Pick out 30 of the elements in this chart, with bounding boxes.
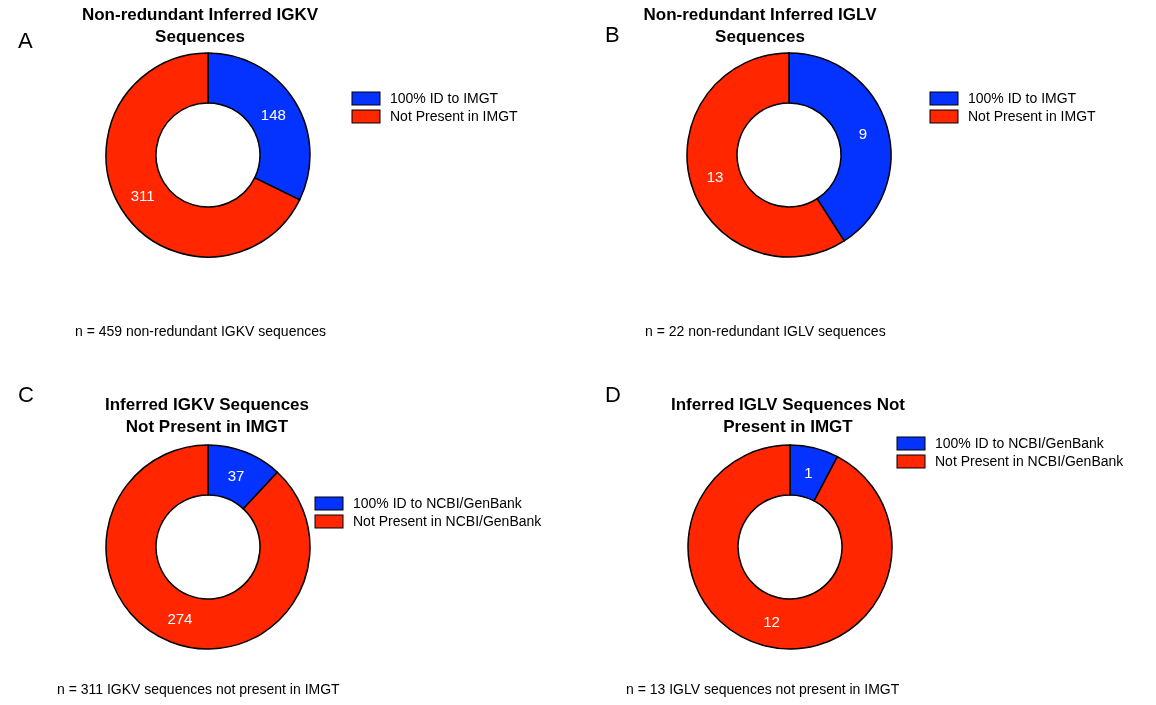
- data-label: 12: [763, 613, 780, 631]
- data-label: 148: [260, 105, 286, 123]
- text: n = 311 IGKV sequences not present in IMGT: [57, 681, 341, 697]
- text: D: [605, 382, 621, 407]
- donut-slice: [687, 444, 893, 650]
- legend-label: Not Present in NCBI/GenBank: [935, 453, 1125, 469]
- legend-label: 100% ID to NCBI/GenBank: [353, 495, 523, 511]
- chart-title: Non-redundant Inferred IGLV Sequences: [643, 5, 878, 46]
- text: A: [18, 28, 33, 53]
- legend-label: 100% ID to NCBI/GenBank: [935, 435, 1105, 451]
- data-label: 274: [167, 609, 193, 627]
- text: n = 13 IGLV sequences not present in IMGT: [626, 681, 900, 697]
- text: n = 22 non-redundant IGLV sequences: [645, 323, 886, 339]
- text: n = 459 non-redundant IGKV sequences: [75, 323, 327, 339]
- chart-title: Inferred IGLV Sequences Not Present in IMGT: [671, 395, 906, 436]
- chart-title: Inferred IGKV Sequences Not Present in IMGT: [104, 395, 310, 436]
- data-label: 1: [804, 463, 813, 481]
- data-label: 13: [706, 167, 724, 185]
- legend-label: 100% ID to IMGT: [968, 90, 1077, 106]
- legend-label: Not Present in IMGT: [968, 108, 1097, 124]
- text: B: [605, 22, 620, 47]
- data-label: 37: [227, 466, 245, 484]
- data-label: 9: [858, 124, 868, 142]
- legend-label: Not Present in IMGT: [390, 108, 519, 124]
- text: C: [18, 382, 34, 407]
- chart-title: Non-redundant Inferred IGKV Sequences: [81, 5, 319, 46]
- legend-label: Not Present in NCBI/GenBank: [353, 513, 543, 529]
- donut-slice: [105, 444, 311, 650]
- legend-label: 100% ID to IMGT: [390, 90, 499, 106]
- data-label: 311: [130, 187, 155, 205]
